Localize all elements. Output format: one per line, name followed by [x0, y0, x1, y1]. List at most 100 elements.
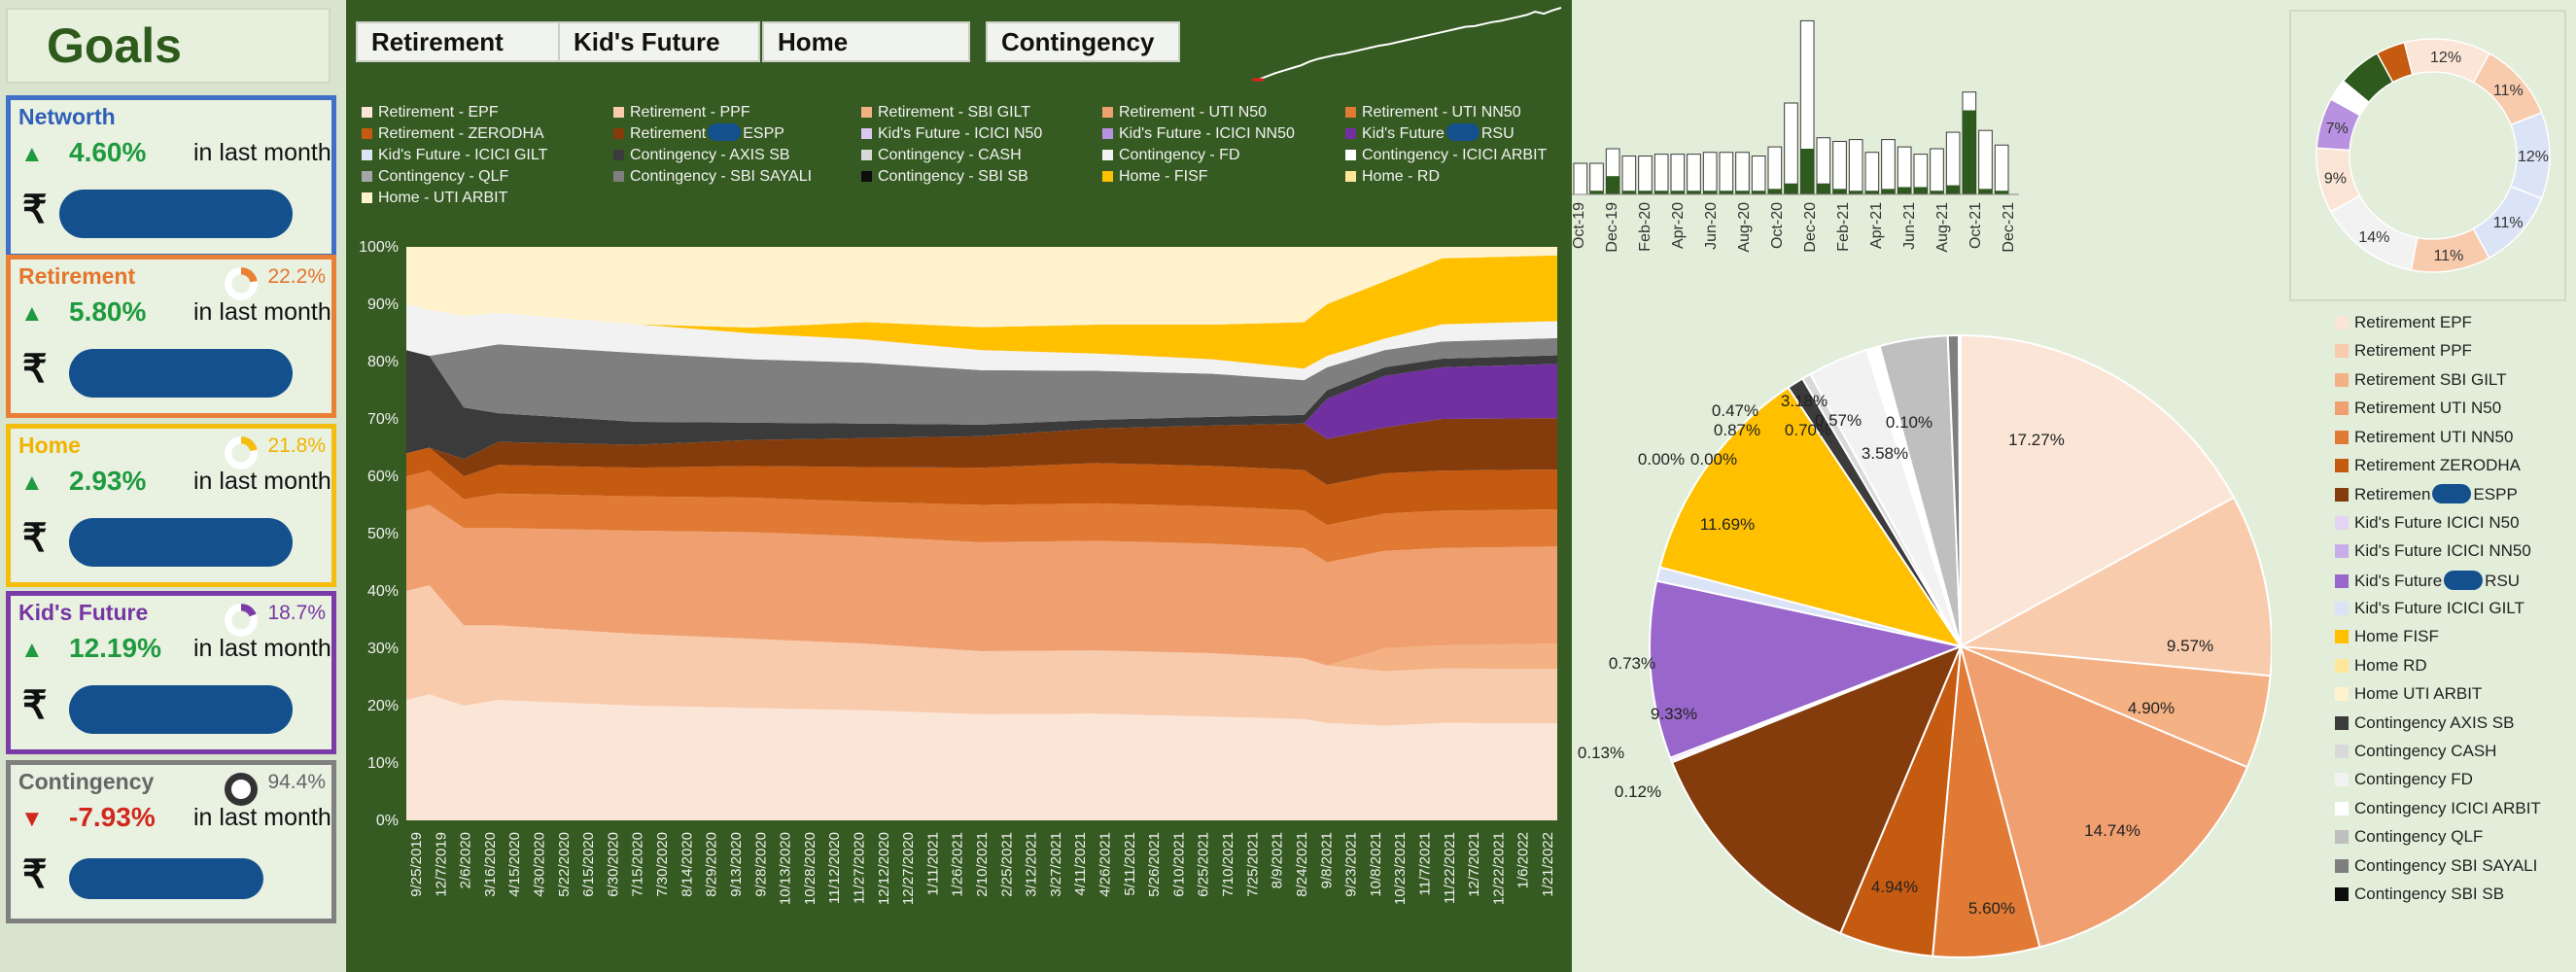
- legend-item[interactable]: Retirement - UTI NN50: [1345, 102, 1521, 123]
- bar-dark: [1703, 191, 1717, 194]
- legend-label: Home - FISF: [1119, 168, 1208, 185]
- legend-label: Contingency AXIS SB: [2354, 712, 2515, 732]
- period-label: in last month: [193, 468, 331, 495]
- bar-x-tick: Jun-20: [1703, 202, 1720, 250]
- legend-item[interactable]: Retirement ESPP: [613, 123, 784, 145]
- legend-item[interactable]: Contingency - CASH: [861, 145, 1022, 166]
- y-tick-label: 20%: [367, 698, 399, 714]
- pie-legend-item[interactable]: Kid's Future RSU: [2335, 570, 2520, 591]
- pie-legend-item[interactable]: Contingency SBI SAYALI: [2335, 856, 2537, 876]
- donut-data-label: 11%: [2493, 83, 2524, 99]
- pie-legend-item[interactable]: Kid's Future ICICI NN50: [2335, 541, 2531, 561]
- legend-item[interactable]: Contingency - SBI SAYALI: [613, 166, 812, 188]
- pie-data-label: 3.58%: [1862, 444, 1908, 463]
- legend-label: Retirement PPF: [2354, 341, 2472, 361]
- tab-home[interactable]: Home: [762, 21, 970, 62]
- x-tick-label: 11/7/2021: [1416, 832, 1433, 896]
- x-tick-label: 11/27/2020: [851, 832, 867, 904]
- legend-item[interactable]: Contingency - AXIS SB: [613, 145, 790, 166]
- goal-card-contingency[interactable]: Contingency 94.4% ▼ -7.93% in last month ₹: [6, 760, 336, 923]
- legend-item[interactable]: Retirement - SBI GILT: [861, 102, 1030, 123]
- y-tick-label: 80%: [367, 354, 399, 370]
- pie-legend-item[interactable]: Contingency CASH: [2335, 742, 2496, 761]
- goal-card-retirement[interactable]: Retirement 22.2% ▲ 5.80% in last month ₹: [6, 255, 336, 418]
- period-label: in last month: [193, 139, 331, 166]
- legend-swatch: [2335, 773, 2349, 787]
- rupee-icon: ₹: [22, 853, 48, 896]
- goal-change: 12.19%: [69, 633, 161, 663]
- goals-panel: Goals Networth ▲ 4.60% in last month ₹ Retire…: [0, 0, 345, 972]
- x-tick-label: 10/13/2020: [778, 832, 794, 905]
- legend-item[interactable]: Home - RD: [1345, 166, 1440, 188]
- pie-legend-item[interactable]: Contingency ICICI ARBIT: [2335, 799, 2541, 818]
- legend-swatch: [613, 150, 624, 160]
- legend-item[interactable]: Kid's Future - ICICI N50: [861, 123, 1042, 145]
- donut-data-label: 12%: [2518, 149, 2549, 165]
- legend-item[interactable]: Contingency - SBI SB: [861, 166, 1028, 188]
- pie-legend-item[interactable]: Retiremen ESPP: [2335, 484, 2518, 504]
- legend-item[interactable]: Retirement - EPF: [362, 102, 499, 123]
- legend-swatch: [2335, 687, 2349, 702]
- legend-item[interactable]: Home - UTI ARBIT: [362, 188, 507, 209]
- tab-contingency[interactable]: Contingency: [986, 21, 1180, 62]
- legend-item[interactable]: Kid's Future RSU: [1345, 123, 1514, 145]
- legend-label: Retirement - SBI GILT: [878, 104, 1031, 121]
- goal-card-kid-s-future[interactable]: Kid's Future 18.7% ▲ 12.19% in last month ₹: [6, 591, 336, 754]
- legend-swatch: [2335, 344, 2349, 359]
- pie-legend-item[interactable]: Retirement PPF: [2335, 341, 2472, 361]
- donut-frame: 12% 11% 12% 11% 11% 14% 9% 7%: [2289, 10, 2566, 301]
- bar-dark: [1654, 191, 1668, 194]
- legend-item[interactable]: Retirement - PPF: [613, 102, 750, 123]
- legend-swatch: [1102, 128, 1113, 139]
- tab-retirement[interactable]: Retirement: [356, 21, 575, 62]
- pie-legend-item[interactable]: Retirement SBI GILT: [2335, 370, 2507, 390]
- legend-label: Contingency - FD: [1119, 147, 1240, 163]
- goal-card-networth[interactable]: Networth ▲ 4.60% in last month ₹: [6, 95, 336, 259]
- x-tick-label: 9/13/2020: [728, 832, 745, 897]
- pie-legend-item[interactable]: Home RD: [2335, 656, 2427, 676]
- legend-item[interactable]: Retirement - UTI N50: [1102, 102, 1267, 123]
- pie-legend-item[interactable]: Contingency SBI SB: [2335, 885, 2504, 904]
- pie-legend-item[interactable]: Contingency FD: [2335, 770, 2473, 789]
- goal-title: Home: [18, 433, 81, 458]
- x-tick-label: 6/15/2020: [580, 832, 597, 897]
- legend-item[interactable]: Contingency - ICICI ARBIT: [1345, 145, 1547, 166]
- bar-dark: [1589, 191, 1604, 194]
- legend-swatch: [2335, 801, 2349, 816]
- pie-legend-item[interactable]: Kid's Future ICICI GILT: [2335, 599, 2524, 618]
- x-tick-label: 12/7/2019: [433, 832, 449, 897]
- pie-legend-item[interactable]: Retirement EPF: [2335, 313, 2472, 332]
- legend-swatch: [2335, 459, 2349, 472]
- legend-label: Contingency SBI SAYALI: [2354, 855, 2538, 875]
- bar-dark: [1978, 189, 1993, 194]
- pie-data-label: 5.60%: [1968, 899, 2015, 918]
- area-contingency-axis-sb: [406, 350, 1557, 460]
- legend-item[interactable]: Home - FISF: [1102, 166, 1208, 188]
- legend-item[interactable]: Kid's Future - ICICI GILT: [362, 145, 547, 166]
- legend-label: Retirement UTI NN50: [2354, 427, 2514, 446]
- legend-label: Kid's Future - ICICI GILT: [378, 147, 548, 163]
- goal-share: 94.4%: [267, 771, 326, 793]
- legend-item[interactable]: Contingency - FD: [1102, 145, 1240, 166]
- pie-legend-item[interactable]: Contingency QLF: [2335, 827, 2483, 847]
- bar-dark: [1784, 183, 1798, 194]
- pie-legend-item[interactable]: Retirement UTI N50: [2335, 399, 2501, 418]
- bar-dark: [1638, 191, 1653, 194]
- tab-kids-future[interactable]: Kid's Future: [558, 21, 760, 62]
- bar: [1930, 148, 1944, 195]
- pie-legend-item[interactable]: Kid's Future ICICI N50: [2335, 513, 2520, 533]
- pie-legend-item[interactable]: Retirement ZERODHA: [2335, 456, 2521, 475]
- legend-item[interactable]: Retirement - ZERODHA: [362, 123, 544, 145]
- pie-legend-item[interactable]: Home UTI ARBIT: [2335, 684, 2482, 704]
- bar-x-tick: Apr-21: [1868, 202, 1885, 249]
- pie-legend-item[interactable]: Retirement UTI NN50: [2335, 428, 2513, 447]
- pie-legend-item[interactable]: Contingency AXIS SB: [2335, 713, 2514, 733]
- x-tick-label: 2/6/2020: [458, 832, 474, 888]
- redacted-amount: [69, 685, 293, 734]
- legend-item[interactable]: Kid's Future - ICICI NN50: [1102, 123, 1295, 145]
- pie-legend-item[interactable]: Home FISF: [2335, 627, 2439, 646]
- goal-card-home[interactable]: Home 21.8% ▲ 2.93% in last month ₹: [6, 424, 336, 587]
- goal-change: 4.60%: [69, 137, 147, 167]
- x-tick-label: 9/25/2019: [408, 832, 425, 897]
- legend-item[interactable]: Contingency - QLF: [362, 166, 508, 188]
